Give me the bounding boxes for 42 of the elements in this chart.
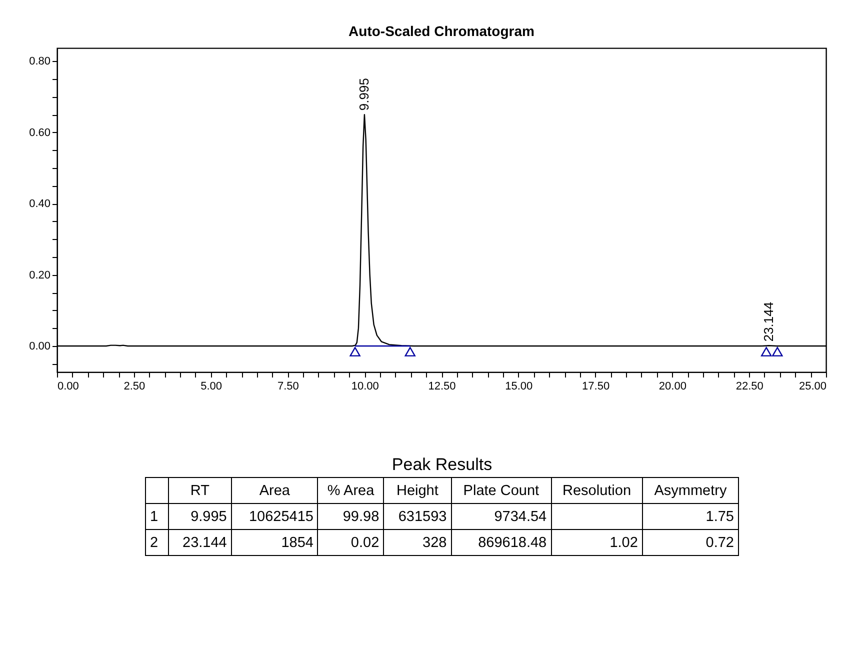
x-tick-label: 22.50	[736, 380, 764, 392]
text: 10625415	[248, 508, 314, 524]
text: 869618.48	[478, 534, 547, 550]
x-tick-label: 0.00	[58, 380, 79, 392]
text: 328	[422, 534, 447, 550]
x-tick-label: 10.00	[351, 380, 379, 392]
x-tick-label: 12.50	[428, 380, 456, 392]
text: Peak Results	[390, 455, 494, 475]
x-tick-label: 17.50	[582, 380, 610, 392]
y-tick-label: 0.40	[29, 198, 50, 210]
text: 9.995	[190, 508, 227, 524]
category-label: 2	[150, 534, 158, 550]
category-label: Resolution	[551, 478, 642, 504]
category-label: Plate Count	[451, 478, 552, 504]
text: 1854	[281, 534, 314, 550]
annotation: 9.995	[356, 78, 372, 111]
text: 1.02	[610, 534, 638, 550]
x-tick-label: 2.50	[124, 380, 146, 392]
x-tick-label: 7.50	[277, 380, 299, 392]
category-label: RT	[168, 478, 232, 504]
x-tick-label: 5.00	[200, 380, 222, 392]
text: 9734.54	[494, 508, 547, 524]
text: 0.72	[706, 534, 734, 550]
text: 631593	[398, 508, 447, 524]
category-label: Area	[231, 478, 318, 504]
x-tick-label: 20.00	[658, 380, 686, 392]
text: 1.75	[706, 508, 734, 524]
chart-title: Auto-Scaled Chromatogram	[348, 23, 534, 39]
category-label: Height	[384, 478, 452, 504]
x-tick-label: 25.00	[798, 380, 826, 392]
y-tick-label: 0.20	[29, 269, 50, 282]
text: 23.144	[182, 534, 227, 550]
category-label: Asymmetry	[642, 478, 738, 504]
text: 99.98	[342, 508, 380, 524]
y-tick-label: 0.60	[29, 126, 50, 139]
x-tick-label: 15.00	[505, 380, 533, 392]
category-label: 1	[150, 508, 158, 524]
y-tick-label: 0.80	[29, 56, 50, 68]
text: 0.02	[350, 534, 380, 550]
category-label: % Area	[318, 478, 384, 504]
annotation: 23.144	[760, 302, 776, 342]
y-tick-label: 0.00	[29, 340, 50, 353]
